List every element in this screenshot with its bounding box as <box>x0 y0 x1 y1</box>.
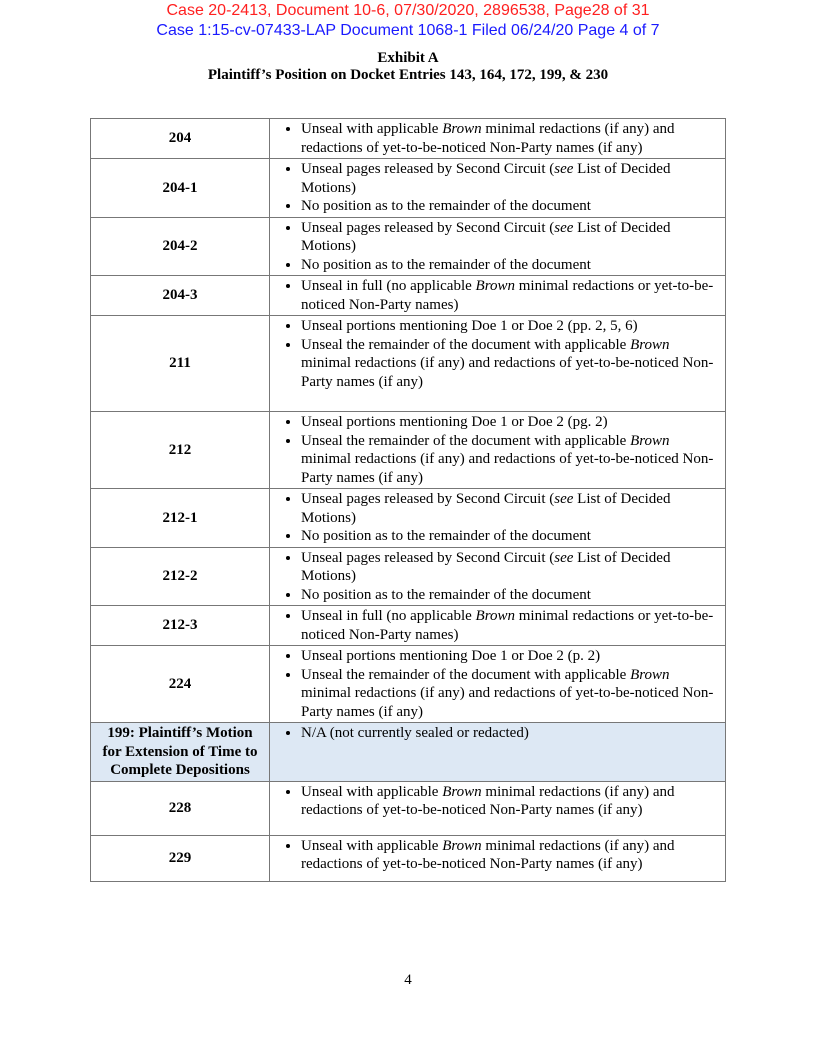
exhibit-subtitle: Plaintiff’s Position on Docket Entries 1… <box>207 67 609 83</box>
position-item: Unseal the remainder of the document wit… <box>301 336 719 392</box>
position-item: No position as to the remainder of the d… <box>301 197 719 216</box>
docket-entry: 204 <box>90 118 270 159</box>
docket-table: 204 Unseal with applicable Brown minimal … <box>90 118 726 882</box>
docket-entry: 212 <box>90 411 270 489</box>
docket-entry: 204-3 <box>90 275 270 316</box>
position-item: No position as to the remainder of the d… <box>301 586 719 605</box>
docket-entry: 229 <box>90 834 270 882</box>
exhibit-title: Exhibit A <box>377 50 439 66</box>
position-item: Unseal pages released by Second Circuit … <box>301 490 719 527</box>
position-item: Unseal with applicable Brown minimal red… <box>301 783 719 820</box>
docket-entry: 224 <box>90 645 270 723</box>
position-cell: Unseal portions mentioning Doe 1 or Doe … <box>269 645 726 723</box>
docket-entry: 212-1 <box>90 488 270 548</box>
position-item: Unseal portions mentioning Doe 1 or Doe … <box>301 647 719 666</box>
position-cell: Unseal in full (no applicable Brown mini… <box>269 605 726 646</box>
position-cell: Unseal in full (no applicable Brown mini… <box>269 275 726 316</box>
position-item: Unseal portions mentioning Doe 1 or Doe … <box>301 317 719 336</box>
docket-entry: 228 <box>90 780 270 836</box>
docket-entry: 212-2 <box>90 546 270 606</box>
position-cell: Unseal portions mentioning Doe 1 or Doe … <box>269 315 726 412</box>
position-item: N/A (not currently sealed or redacted) <box>301 724 719 743</box>
docket-entry: 199: Plaintiff’s Motion for Extension of… <box>90 722 270 782</box>
position-item: Unseal in full (no applicable Brown mini… <box>301 277 719 314</box>
table-row: 229 Unseal with applicable Brown minimal … <box>90 834 726 882</box>
docket-entry: 204-2 <box>90 216 270 276</box>
table-row: 204-1 Unseal pages released by Second Cir… <box>90 158 726 218</box>
page-number: 4 <box>404 972 412 988</box>
table-row: 204 Unseal with applicable Brown minimal … <box>90 118 726 159</box>
position-item: Unseal with applicable Brown minimal red… <box>301 837 719 874</box>
district-stamp: Case 1:15-cv-07433-LAP Document 1068-1 F… <box>156 22 660 39</box>
position-cell: Unseal with applicable Brown minimal red… <box>269 834 726 882</box>
position-item: No position as to the remainder of the d… <box>301 256 719 275</box>
position-cell: Unseal with applicable Brown minimal red… <box>269 118 726 159</box>
table-row: 212-3 Unseal in full (no applicable Brown… <box>90 605 726 646</box>
position-cell: Unseal pages released by Second Circuit … <box>269 216 726 276</box>
position-item: Unseal the remainder of the document wit… <box>301 666 719 722</box>
table-row: 204-3 Unseal in full (no applicable Brown… <box>90 275 726 316</box>
position-item: Unseal pages released by Second Circuit … <box>301 160 719 197</box>
docket-entry: 212-3 <box>90 605 270 646</box>
position-item: Unseal pages released by Second Circuit … <box>301 549 719 586</box>
position-item: Unseal with applicable Brown minimal red… <box>301 120 719 157</box>
position-cell: Unseal with applicable Brown minimal red… <box>269 780 726 836</box>
position-item: No position as to the remainder of the d… <box>301 527 719 546</box>
position-cell: Unseal portions mentioning Doe 1 or Doe … <box>269 411 726 489</box>
position-cell: Unseal pages released by Second Circuit … <box>269 546 726 606</box>
position-item: Unseal portions mentioning Doe 1 or Doe … <box>301 413 719 432</box>
table-row: 204-2 Unseal pages released by Second Cir… <box>90 216 726 276</box>
docket-entry: 211 <box>90 315 270 412</box>
table-row: 212 Unseal portions mentioning Doe 1 or D… <box>90 411 726 489</box>
table-row: 224 Unseal portions mentioning Doe 1 or D… <box>90 645 726 723</box>
docket-entry: 204-1 <box>90 158 270 218</box>
position-item: Unseal pages released by Second Circuit … <box>301 219 719 256</box>
appeal-stamp: Case 20-2413, Document 10-6, 07/30/2020,… <box>166 2 650 19</box>
position-cell: Unseal pages released by Second Circuit … <box>269 488 726 548</box>
table-row: 228 Unseal with applicable Brown minimal … <box>90 780 726 836</box>
table-row: 212-2 Unseal pages released by Second Cir… <box>90 546 726 606</box>
table-row: 211 Unseal portions mentioning Doe 1 or D… <box>90 315 726 412</box>
table-row: 212-1 Unseal pages released by Second Cir… <box>90 488 726 548</box>
position-item: Unseal the remainder of the document wit… <box>301 432 719 488</box>
position-item: Unseal in full (no applicable Brown mini… <box>301 607 719 644</box>
table-row: 199: Plaintiff’s Motion for Extension of… <box>90 722 726 782</box>
position-cell: N/A (not currently sealed or redacted) <box>269 722 726 782</box>
position-cell: Unseal pages released by Second Circuit … <box>269 158 726 218</box>
